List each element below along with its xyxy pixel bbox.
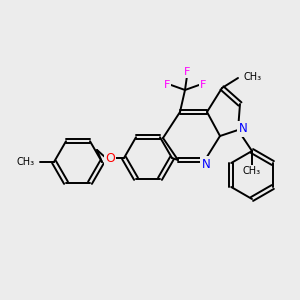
Text: F: F [200, 80, 206, 90]
Text: N: N [238, 122, 247, 136]
Text: CH₃: CH₃ [243, 72, 261, 82]
Text: F: F [164, 80, 170, 90]
Text: N: N [202, 158, 210, 170]
Text: F: F [184, 67, 190, 77]
Text: O: O [105, 152, 115, 166]
Text: CH₃: CH₃ [243, 166, 261, 176]
Text: CH₃: CH₃ [17, 157, 35, 167]
